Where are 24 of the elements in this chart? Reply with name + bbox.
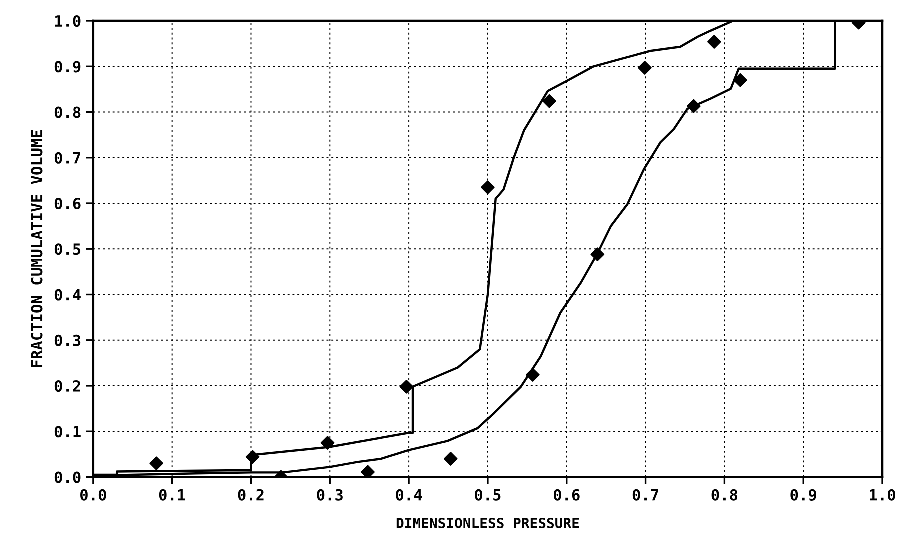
y-tick-label: 0.0: [54, 472, 81, 484]
x-tick-label: 0.9: [790, 489, 816, 501]
x-tick-label: 0.2: [238, 489, 264, 501]
y-tick-label: 0.8: [54, 106, 81, 118]
y-tick-label: 0.6: [54, 198, 81, 210]
y-tick-label: 0.4: [54, 289, 81, 301]
x-tick-label: 0.7: [632, 489, 658, 501]
y-tick-label: 1.0: [55, 15, 81, 28]
y-tick-label: 0.9: [54, 61, 81, 73]
y-tick-label: 0.2: [54, 380, 80, 392]
x-tick-label: 1.0: [870, 489, 896, 501]
x-tick-label: 0.0: [80, 489, 106, 501]
y-tick-label: 0.5: [54, 244, 81, 256]
y-tick-label: 0.3: [54, 334, 81, 346]
x-tick-label: 0.4: [396, 489, 422, 501]
x-tick-label: 0.1: [159, 489, 186, 501]
y-axis-title: FRACTION CUMULATIVE VOLUME: [31, 130, 43, 368]
x-tick-label: 0.6: [554, 489, 580, 501]
x-tick-label: 0.5: [475, 489, 501, 501]
x-axis-title: DIMENSIONLESS PRESSURE: [396, 518, 580, 528]
x-tick-label: 0.8: [712, 489, 738, 501]
y-tick-label: 0.1: [54, 426, 81, 438]
y-tick-label: 0.7: [54, 152, 80, 164]
x-tick-label: 0.3: [317, 489, 343, 501]
